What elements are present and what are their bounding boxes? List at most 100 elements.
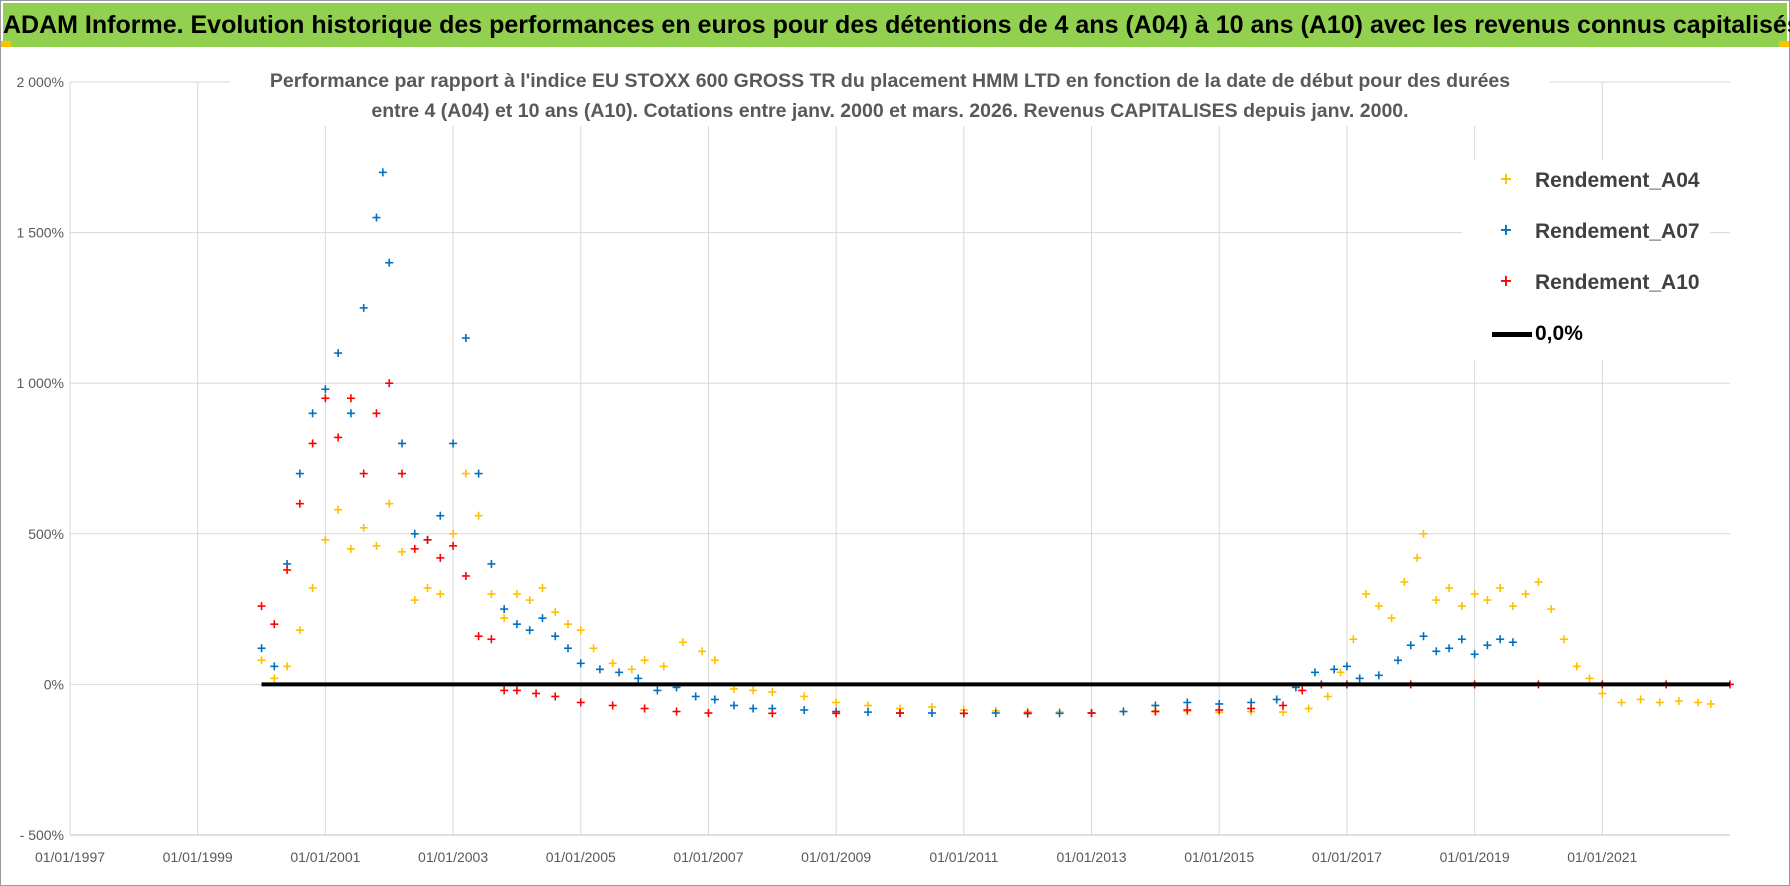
point-Rendement_A04-70 <box>1521 590 1530 599</box>
point-Rendement_A04-19 <box>500 614 509 623</box>
point-Rendement_A04-56 <box>1349 635 1358 644</box>
point-Rendement_A04-54 <box>1323 692 1332 701</box>
chart-title-line-2: entre 4 (A04) et 10 ans (A10). Cotations… <box>371 100 1409 122</box>
point-Rendement_A10-36 <box>1215 706 1224 715</box>
point-Rendement_A04-7 <box>346 544 355 553</box>
point-Rendement_A10-34 <box>1151 707 1160 716</box>
point-Rendement_A10-31 <box>959 709 968 718</box>
legend-label-a07: Rendement_A07 <box>1535 220 1700 243</box>
point-Rendement_A10-38 <box>1279 701 1288 710</box>
point-Rendement_A10-14 <box>436 553 445 562</box>
point-Rendement_A04-29 <box>640 656 649 665</box>
point-Rendement_A07-10 <box>378 168 387 177</box>
x-tick-label-1: 01/01/1999 <box>163 849 233 865</box>
point-Rendement_A04-79 <box>1655 698 1664 707</box>
point-Rendement_A07-30 <box>653 686 662 695</box>
point-Rendement_A07-65 <box>1470 650 1479 659</box>
x-tick-label-6: 01/01/2009 <box>801 849 871 865</box>
point-Rendement_A10-20 <box>512 686 521 695</box>
y-tick-label-1: 1 500% <box>17 225 64 241</box>
point-Rendement_A07-1 <box>270 662 279 671</box>
point-Rendement_A04-31 <box>678 638 687 647</box>
point-Rendement_A07-55 <box>1330 665 1339 674</box>
point-Rendement_A04-27 <box>608 659 617 668</box>
x-tick-label-2: 01/01/2001 <box>290 849 360 865</box>
point-Rendement_A04-21 <box>525 596 534 605</box>
point-Rendement_A07-68 <box>1508 638 1517 647</box>
point-Rendement_A04-68 <box>1496 584 1505 593</box>
y-axis-ticks: 2 000% 1 500% 1 000% 500% 0% - 500% <box>17 74 64 843</box>
point-Rendement_A07-23 <box>538 614 547 623</box>
point-Rendement_A07-60 <box>1406 641 1415 650</box>
point-Rendement_A10-19 <box>500 686 509 695</box>
point-Rendement_A07-6 <box>334 349 343 358</box>
point-Rendement_A04-14 <box>436 590 445 599</box>
point-Rendement_A04-4 <box>308 584 317 593</box>
x-tick-label-8: 01/01/2013 <box>1056 849 1126 865</box>
point-Rendement_A07-11 <box>385 258 394 267</box>
legend-item-a07: + Rendement_A07 <box>1462 217 1710 247</box>
point-Rendement_A10-23 <box>576 698 585 707</box>
point-Rendement_A07-34 <box>730 701 738 710</box>
point-Rendement_A04-72 <box>1547 605 1556 614</box>
point-Rendement_A04-69 <box>1508 602 1517 611</box>
point-Rendement_A07-49 <box>1183 698 1192 707</box>
chart-title: Performance par rapport à l'indice EU ST… <box>230 66 1550 126</box>
legend-item-a10: + Rendement_A10 <box>1462 268 1710 298</box>
point-Rendement_A04-33 <box>710 656 719 665</box>
x-tick-label-7: 01/01/2011 <box>929 849 998 865</box>
point-Rendement_A10-39 <box>1298 686 1307 695</box>
point-Rendement_A10-28 <box>768 709 777 718</box>
point-Rendement_A04-0 <box>257 656 266 665</box>
legend-marker-a10: + <box>1499 271 1513 290</box>
point-Rendement_A07-58 <box>1374 671 1383 680</box>
point-Rendement_A04-60 <box>1400 577 1409 586</box>
point-Rendement_A04-77 <box>1617 698 1626 707</box>
point-Rendement_A10-1 <box>270 620 279 629</box>
point-Rendement_A04-74 <box>1572 662 1581 671</box>
legend-item-zero: 0,0% <box>1462 319 1710 349</box>
chart-title-line-1: Performance par rapport à l'indice EU ST… <box>269 70 1511 92</box>
point-Rendement_A04-59 <box>1387 614 1396 623</box>
point-Rendement_A10-10 <box>385 379 394 388</box>
x-tick-label-9: 01/01/2015 <box>1184 849 1254 865</box>
point-Rendement_A07-16 <box>449 439 458 448</box>
banner-accent-right <box>1779 41 1789 47</box>
point-Rendement_A07-27 <box>595 665 604 674</box>
point-Rendement_A04-67 <box>1483 596 1492 605</box>
point-Rendement_A07-63 <box>1445 644 1454 653</box>
banner: ADAM Informe. Evolution historique des p… <box>3 3 1790 47</box>
point-Rendement_A04-20 <box>512 590 521 599</box>
legend-marker-a07: + <box>1499 220 1513 239</box>
x-tick-label-11: 01/01/2019 <box>1440 849 1510 865</box>
point-Rendement_A04-76 <box>1598 689 1607 698</box>
point-Rendement_A07-18 <box>474 469 483 478</box>
point-Rendement_A07-29 <box>634 674 643 683</box>
legend-line-zero <box>1492 332 1532 337</box>
point-Rendement_A04-75 <box>1585 674 1594 683</box>
y-tick-label-2: 1 000% <box>17 375 64 391</box>
series-Rendement_A10 <box>257 379 1734 718</box>
point-Rendement_A04-5 <box>321 535 330 544</box>
point-Rendement_A10-17 <box>474 632 483 641</box>
point-Rendement_A04-28 <box>627 665 636 674</box>
point-Rendement_A07-45 <box>1055 709 1064 718</box>
point-Rendement_A04-13 <box>423 584 432 593</box>
point-Rendement_A10-29 <box>832 709 841 718</box>
banner-title: ADAM Informe. Evolution historique des p… <box>3 11 1790 39</box>
point-Rendement_A04-58 <box>1374 602 1383 611</box>
point-Rendement_A04-3 <box>295 626 304 635</box>
point-Rendement_A04-24 <box>564 620 572 629</box>
point-Rendement_A10-0 <box>257 602 266 611</box>
point-Rendement_A04-64 <box>1445 584 1454 593</box>
point-Rendement_A10-15 <box>449 541 458 550</box>
point-Rendement_A07-26 <box>576 659 585 668</box>
point-Rendement_A07-13 <box>410 529 419 538</box>
point-Rendement_A07-22 <box>525 626 534 635</box>
point-Rendement_A07-15 <box>436 511 445 520</box>
point-Rendement_A04-9 <box>372 541 381 550</box>
point-Rendement_A07-52 <box>1272 695 1281 704</box>
point-Rendement_A07-3 <box>295 469 304 478</box>
point-Rendement_A07-61 <box>1419 632 1428 641</box>
point-Rendement_A10-3 <box>295 499 304 508</box>
